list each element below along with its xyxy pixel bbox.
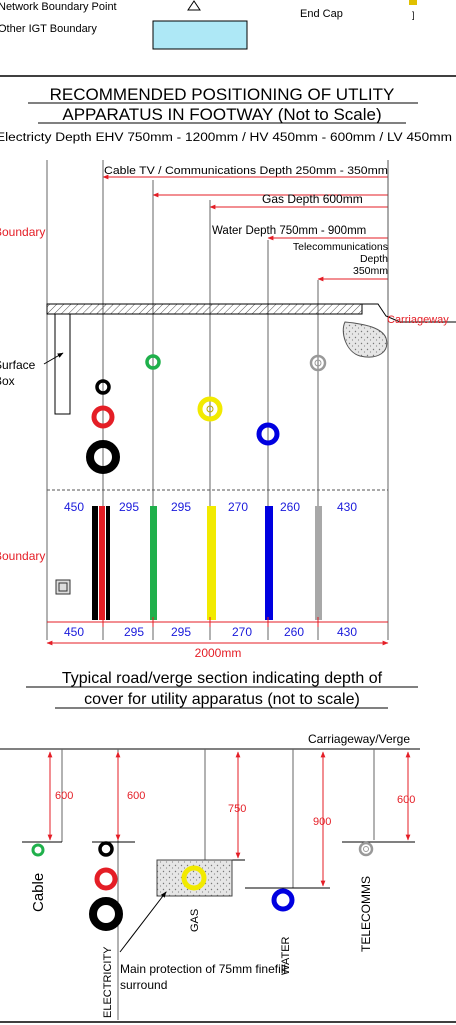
telecom-depth-value: 600 — [397, 794, 415, 806]
footway-slab — [46, 303, 456, 358]
gas-depth-value: 750 — [228, 803, 246, 815]
water-depth-label: Water Depth 750mm - 900mm — [212, 225, 366, 237]
cable-depth-value: 600 — [55, 790, 73, 802]
legend-end-cap: End Cap — [300, 8, 343, 20]
cable-tv-duct — [145, 354, 161, 370]
verge-water-label: WATER — [280, 936, 292, 975]
boundary-label: Boundary — [0, 225, 45, 239]
carriageway-label: Carriageway — [387, 314, 449, 326]
spacing-bottom: 450 295 295 270 260 430 2000mm — [46, 617, 389, 660]
igt-boundary-swatch — [152, 20, 248, 50]
spacing-bottom-1: 450 — [64, 625, 84, 639]
footway-title-1: RECOMMENDED POSITIONING OF UTLITY — [50, 85, 395, 104]
network-point-icon — [187, 0, 201, 11]
cable-tv-depth-label: Cable TV / Communications Depth 250mm - … — [104, 165, 388, 177]
verge-depth-dimensions: 600 600 750 900 600 — [47, 751, 415, 887]
verge-electricity-ehv — [89, 897, 123, 931]
electricity-lv-duct — [95, 379, 111, 395]
spacing-top-4: 270 — [228, 500, 248, 514]
telecom-depth-label-3: 350mm — [353, 265, 388, 277]
spacing-bottom-2: 295 — [124, 625, 144, 639]
verge-ducts — [31, 841, 374, 931]
verge-telecomms-label: TELECOMMS — [359, 876, 373, 952]
end-cap-icon — [409, 0, 417, 5]
spacing-top-5: 260 — [280, 500, 300, 514]
verge-gas-label: GAS — [189, 909, 201, 932]
verge-title-1: Typical road/verge section indicating de… — [62, 670, 383, 687]
telecom-depth-label-1: Telecommunications — [293, 241, 388, 253]
legend-other-igt: Other IGT Boundary — [0, 23, 97, 35]
spacing-top-3: 295 — [171, 500, 191, 514]
svg-text:]: ] — [412, 10, 415, 20]
spacing-bottom-3: 295 — [171, 625, 191, 639]
spacing-bottom-5: 260 — [284, 625, 304, 639]
verge-cable-duct — [31, 843, 45, 857]
electricity-plan-black — [92, 506, 98, 620]
spacing-bottom-4: 270 — [232, 625, 252, 639]
spacing-top: 450 295 295 270 260 430 — [64, 500, 357, 514]
verge-cable-label: Cable — [30, 873, 47, 912]
verge-gas-duct — [181, 865, 207, 891]
plan-surface-box — [55, 579, 71, 595]
electricity-ehv-duct — [86, 440, 120, 474]
surface-box — [54, 313, 71, 415]
legend: Network Boundary Point Other IGT Boundar… — [0, 0, 456, 77]
electricity-depth-value: 600 — [127, 790, 145, 802]
protection-note-2: surround — [120, 978, 167, 992]
verge-telecom-duct — [358, 841, 374, 857]
water-plan — [265, 506, 273, 620]
gas-depth-label: Gas Depth 600mm — [262, 192, 363, 206]
footway-title-2: APPARATUS IN FOOTWAY (Not to Scale) — [62, 105, 381, 124]
electricity-depth-label: Electricty Depth EHV 750mm - 1200mm / HV… — [0, 132, 452, 144]
finefill-surround — [156, 859, 233, 897]
spacing-top-2: 295 — [119, 500, 139, 514]
verge-title-2: cover for utility apparatus (not to scal… — [84, 691, 360, 708]
surface-box-label-2: Box — [0, 374, 15, 388]
utility-ducts — [86, 354, 327, 474]
water-depth-value: 900 — [313, 816, 331, 828]
telecom-plan — [315, 506, 322, 620]
electricity-plan-red — [99, 506, 105, 620]
total-width-label: 2000mm — [195, 646, 242, 660]
protection-note-1: Main protection of 75mm finefill — [120, 962, 286, 976]
telecom-depth-label-2: Depth — [360, 253, 388, 265]
verge-electricity-lv — [98, 841, 114, 857]
gas-plan — [207, 506, 216, 620]
verge-electricity-label: ELECTRICITY — [102, 946, 114, 1018]
cable-tv-plan — [150, 506, 157, 620]
telecom-duct — [309, 354, 327, 372]
depth-labels: Cable TV / Communications Depth 250mm - … — [102, 160, 389, 300]
kerb-block — [342, 321, 388, 358]
water-duct — [256, 422, 280, 446]
verge-electricity-hv — [94, 867, 118, 891]
spacing-top-1: 450 — [64, 500, 84, 514]
legend-network-boundary: Network Boundary Point — [0, 1, 117, 13]
electricity-hv-duct — [91, 405, 115, 429]
spacing-bottom-6: 430 — [337, 625, 357, 639]
gas-duct — [197, 396, 223, 422]
carriageway-verge-label: Carriageway/Verge — [308, 732, 410, 746]
plan-boundary-label: Boundary — [0, 549, 45, 563]
spacing-top-6: 430 — [337, 500, 357, 514]
surface-box-label-1: Surface — [0, 358, 36, 372]
verge-water-duct — [271, 888, 295, 912]
